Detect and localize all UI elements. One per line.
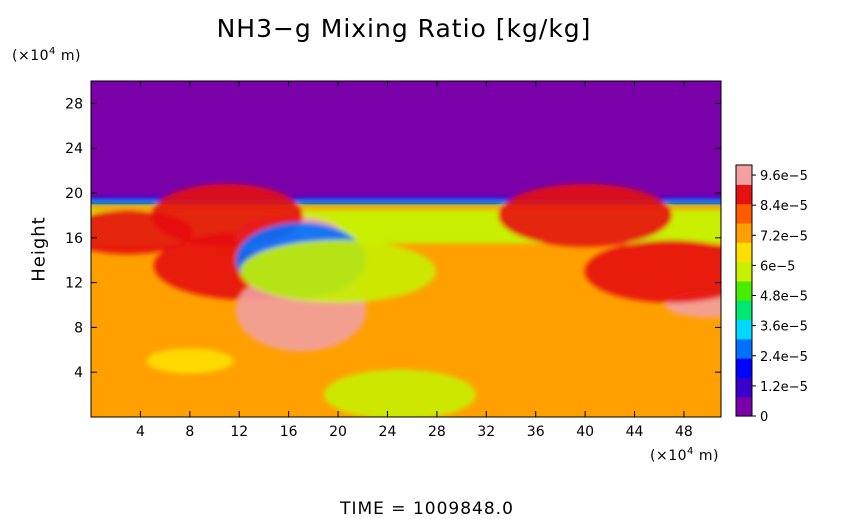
- field-feature: [323, 369, 476, 417]
- colorbar-segment: [736, 377, 752, 398]
- x-tick-label: 44: [626, 424, 644, 440]
- colorbar-tick-label: 2.4e−5: [760, 350, 808, 365]
- colorbar-segment: [736, 319, 752, 340]
- x-tick-label: 28: [428, 424, 446, 440]
- field-feature: [584, 240, 721, 303]
- y-tick-label: 24: [65, 141, 83, 157]
- field-feature: [240, 240, 436, 303]
- colorbar-tick-label: 6e−5: [760, 259, 795, 274]
- x-tick-label: 16: [280, 424, 298, 440]
- field-feature: [146, 348, 234, 374]
- field-feature: [498, 184, 673, 247]
- x-axis: 4 8 12 16 20 24 28 32 36 40 44 48: [136, 81, 693, 440]
- y-tick-label: 4: [74, 365, 83, 381]
- colorbar-segment: [736, 396, 752, 417]
- colorbar-tick-label: 3.6e−5: [760, 320, 808, 335]
- y-unit-suffix: m): [55, 48, 81, 64]
- x-tick-label: 20: [329, 424, 347, 440]
- field-structures: [91, 184, 721, 417]
- x-unit-prefix: (×10: [650, 448, 688, 464]
- colorbar-segment: [736, 184, 752, 205]
- x-tick-label: 4: [136, 424, 145, 440]
- x-unit-label: (×104 m): [650, 446, 719, 464]
- field-boundary-edge: [91, 198, 721, 201]
- x-tick-label: 32: [477, 424, 495, 440]
- colorbar-segment: [736, 358, 752, 378]
- y-tick-label: 16: [65, 231, 83, 247]
- colorbar-tick-label: 0: [760, 410, 768, 425]
- colorbar-tick-label: 8.4e−5: [760, 199, 808, 214]
- field-boundary-edge: [91, 200, 721, 203]
- colorbar-tick-label: 4.8e−5: [760, 290, 808, 305]
- heatmap-plot-area: [91, 81, 721, 417]
- colorbar-segment: [736, 222, 752, 243]
- field-feature: [91, 210, 194, 255]
- plot-frame: [90, 80, 722, 418]
- y-tick-label: 8: [74, 320, 83, 336]
- colorbar: 0 1.2e−5 2.4e−5 3.6e−5 4.8e−5 6e−5 7.2e−5 8.4e−…: [735, 164, 808, 425]
- field-boundary-edge: [91, 196, 721, 200]
- x-tick-label: 8: [185, 424, 194, 440]
- y-unit-exponent: 4: [49, 46, 56, 57]
- x-unit-exponent: 4: [687, 446, 694, 457]
- colorbar-segment: [736, 300, 752, 321]
- colorbar-segment: [736, 261, 752, 282]
- colorbar-segment: [736, 338, 752, 359]
- y-unit-prefix: (×10: [12, 48, 50, 64]
- x-tick-label: 48: [675, 424, 693, 440]
- colorbar-tick-label: 1.2e−5: [760, 380, 808, 395]
- x-tick-label: 12: [230, 424, 248, 440]
- time-label: TIME = 1009848.0: [340, 499, 514, 519]
- field-upper-region: [91, 81, 721, 205]
- y-tick-label: 20: [65, 186, 83, 202]
- x-unit-suffix: m): [693, 448, 719, 464]
- chart-title: NH3−g Mixing Ratio [kg/kg]: [216, 14, 592, 43]
- y-unit-label: (×104 m): [12, 46, 81, 64]
- x-tick-label: 40: [576, 424, 594, 440]
- y-axis: 4 8 12 16 20 24 28: [65, 96, 721, 381]
- x-tick-label: 36: [527, 424, 545, 440]
- field-boundary-edge: [91, 202, 721, 205]
- colorbar-segment: [736, 203, 752, 224]
- colorbar-tick-label: 7.2e−5: [760, 229, 808, 244]
- y-tick-label: 28: [65, 96, 83, 112]
- x-tick-label: 24: [379, 424, 397, 440]
- colorbar-tick-label: 9.6e−5: [760, 169, 808, 184]
- y-tick-label: 12: [65, 276, 83, 292]
- colorbar-segment: [736, 242, 752, 263]
- colorbar-segment: [736, 280, 752, 301]
- colorbar-frame: [735, 164, 753, 417]
- colorbar-segment: [736, 165, 752, 185]
